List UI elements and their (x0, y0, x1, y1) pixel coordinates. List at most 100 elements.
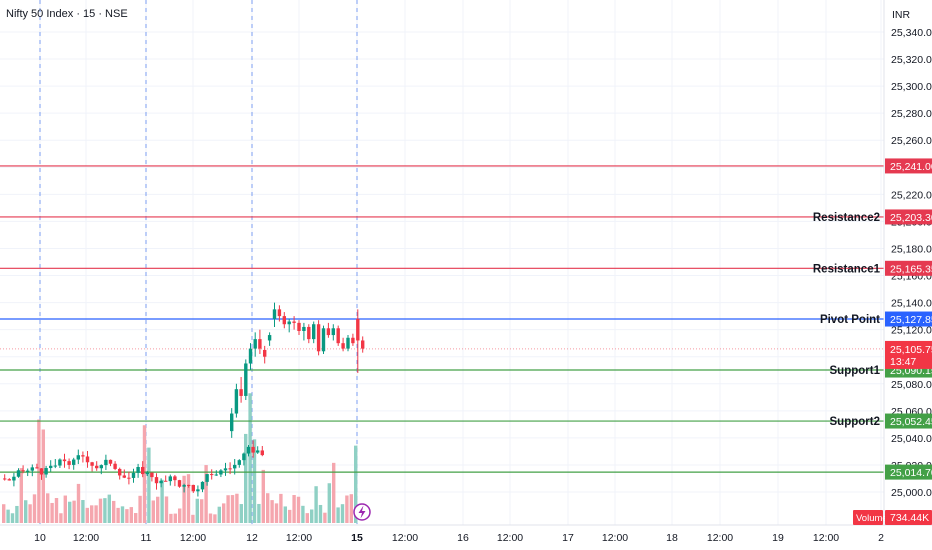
candle-body[interactable] (187, 484, 191, 486)
candle-body[interactable] (246, 446, 251, 454)
candle-body[interactable] (53, 465, 57, 467)
candle-body[interactable] (81, 455, 85, 457)
candle-body[interactable] (191, 484, 195, 492)
candles[interactable] (3, 302, 365, 497)
candle-body[interactable] (223, 468, 228, 471)
candle-body[interactable] (150, 472, 154, 478)
volume-bar (37, 419, 41, 523)
candle-body[interactable] (260, 450, 264, 456)
volume-bar (222, 503, 226, 523)
candle-body[interactable] (351, 337, 355, 344)
candle-body[interactable] (277, 309, 282, 317)
candle-body[interactable] (234, 389, 239, 414)
candle-body[interactable] (219, 470, 223, 475)
candle-body[interactable] (297, 322, 301, 331)
candle-body[interactable] (248, 348, 253, 364)
candle-body[interactable] (16, 470, 21, 477)
candle-body[interactable] (244, 363, 248, 396)
candle-body[interactable] (108, 459, 113, 464)
candle-body[interactable] (44, 468, 48, 475)
candle-body[interactable] (12, 476, 16, 481)
candle-body[interactable] (233, 464, 237, 469)
candle-body[interactable] (321, 328, 326, 352)
candle-body[interactable] (39, 468, 44, 475)
candle-body[interactable] (177, 480, 182, 487)
candle-body[interactable] (118, 468, 122, 476)
candle-body[interactable] (287, 321, 291, 325)
candle-body[interactable] (67, 461, 71, 465)
candle-body[interactable] (239, 389, 243, 396)
candle-body[interactable] (214, 474, 218, 476)
candle-body[interactable] (282, 316, 286, 325)
lightning-icon[interactable] (353, 503, 371, 521)
candle-body[interactable] (7, 479, 11, 481)
volume-bar (2, 504, 6, 523)
volume-bar (120, 506, 125, 523)
candle-body[interactable] (99, 465, 103, 469)
candle-body[interactable] (356, 318, 360, 341)
volume-bar (327, 483, 331, 523)
candle-body[interactable] (164, 480, 168, 482)
currency-label[interactable]: INR (892, 9, 911, 21)
candle-body[interactable] (30, 467, 34, 471)
candle-body[interactable] (168, 476, 172, 482)
candle-body[interactable] (267, 335, 272, 341)
candle-body[interactable] (256, 450, 260, 453)
candle-body[interactable] (242, 453, 246, 461)
candle-body[interactable] (145, 472, 149, 475)
candle-body[interactable] (263, 349, 267, 357)
candle-body[interactable] (307, 326, 311, 340)
candle-body[interactable] (312, 324, 316, 340)
candle-body[interactable] (336, 328, 340, 344)
candle-body[interactable] (173, 476, 177, 481)
candle-body[interactable] (154, 477, 159, 484)
candle-body[interactable] (230, 413, 234, 432)
candle-body[interactable] (35, 467, 39, 469)
candle-body[interactable] (136, 466, 140, 473)
level-label: Resistance1 (813, 263, 881, 275)
candle-body[interactable] (21, 470, 25, 472)
candle-body[interactable] (228, 468, 232, 470)
candle-body[interactable] (131, 472, 136, 478)
candle-body[interactable] (49, 465, 53, 469)
candle-body[interactable] (122, 475, 126, 478)
candle-body[interactable] (113, 463, 117, 469)
candle-body[interactable] (58, 459, 62, 466)
candle-body[interactable] (361, 340, 365, 349)
candle-body[interactable] (253, 339, 257, 349)
candle-body[interactable] (341, 343, 345, 349)
candle-body[interactable] (182, 484, 186, 487)
candle-body[interactable] (95, 465, 99, 469)
candle-body[interactable] (127, 477, 131, 479)
candle-body[interactable] (141, 466, 145, 475)
candle-body[interactable] (3, 478, 7, 480)
candle-body[interactable] (210, 474, 214, 476)
candle-body[interactable] (62, 459, 67, 462)
candle-body[interactable] (72, 459, 76, 465)
candle-body[interactable] (159, 480, 163, 484)
candle-body[interactable] (272, 309, 277, 319)
candle-body[interactable] (76, 455, 80, 460)
candle-body[interactable] (251, 446, 255, 453)
volume-bar (178, 508, 182, 523)
candle-body[interactable] (205, 474, 209, 482)
candle-body[interactable] (326, 328, 331, 336)
candle-body[interactable] (85, 456, 90, 463)
candle-body[interactable] (237, 460, 241, 465)
candle-body[interactable] (200, 481, 205, 490)
volume-bar (301, 505, 305, 523)
candle-body[interactable] (196, 489, 200, 492)
volume-bar (274, 503, 279, 523)
volume-bar (349, 494, 353, 523)
candle-body[interactable] (316, 324, 321, 352)
time-axis[interactable]: 10 12:00 11 12:00 12 12:00 15 12:00 16 12:00 17 12:… (34, 532, 884, 544)
candle-body[interactable] (258, 339, 262, 349)
candle-body[interactable] (302, 326, 306, 331)
candle-body[interactable] (346, 337, 350, 349)
candle-body[interactable] (104, 459, 108, 466)
candle-body[interactable] (331, 328, 335, 336)
candle-body[interactable] (26, 470, 30, 472)
candle-body[interactable] (90, 462, 94, 466)
candle-body[interactable] (292, 321, 296, 323)
